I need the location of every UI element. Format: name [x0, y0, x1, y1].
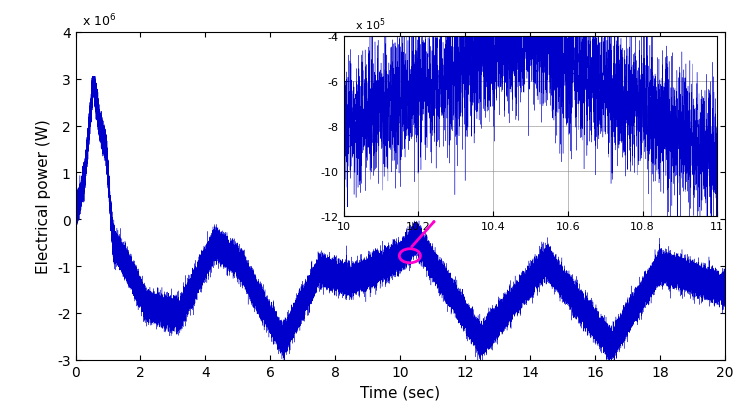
Text: x 10$^5$: x 10$^5$: [355, 17, 385, 33]
X-axis label: Time (sec): Time (sec): [360, 384, 440, 399]
Y-axis label: Electrical power (W): Electrical power (W): [36, 119, 51, 274]
Text: x 10$^6$: x 10$^6$: [82, 13, 116, 29]
